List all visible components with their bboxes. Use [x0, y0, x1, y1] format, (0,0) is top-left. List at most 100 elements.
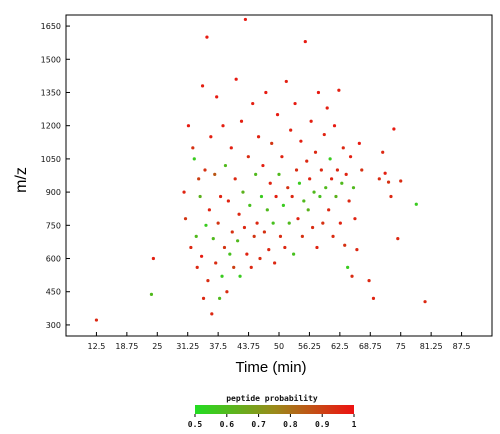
- data-point: [151, 256, 155, 261]
- x-tick-label: 87.5: [453, 342, 471, 351]
- y-tick-label: 1200: [41, 122, 61, 131]
- data-point: [182, 190, 186, 194]
- x-axis-label: Time (min): [235, 359, 306, 376]
- data-point: [316, 90, 321, 95]
- data-point: [249, 265, 253, 269]
- data-point: [223, 163, 228, 168]
- data-point: [386, 180, 391, 184]
- data-point: [347, 199, 351, 203]
- data-point: [262, 230, 266, 234]
- data-point: [264, 90, 268, 95]
- data-point: [205, 35, 209, 39]
- data-point: [261, 163, 265, 168]
- data-point: [305, 159, 309, 163]
- x-tick-label: 31.25: [176, 342, 199, 351]
- data-point: [268, 181, 272, 185]
- data-point: [332, 124, 337, 128]
- data-point: [218, 296, 222, 300]
- data-point: [302, 199, 306, 203]
- data-point: [286, 186, 290, 190]
- data-point: [251, 101, 255, 106]
- y-tick-label: 900: [46, 188, 61, 197]
- data-point: [195, 265, 199, 269]
- data-point: [350, 274, 354, 278]
- data-point: [280, 155, 284, 159]
- x-tick-label: 68.75: [359, 342, 382, 351]
- data-point: [94, 318, 99, 322]
- data-point: [338, 221, 342, 225]
- data-point: [214, 261, 218, 265]
- data-point: [211, 236, 215, 241]
- data-point: [381, 150, 385, 154]
- data-point: [241, 190, 245, 194]
- data-point: [414, 202, 418, 206]
- data-point: [275, 113, 280, 117]
- data-point: [423, 300, 427, 304]
- data-point: [377, 177, 381, 181]
- data-point: [199, 254, 204, 258]
- data-point: [225, 290, 229, 294]
- data-point: [270, 141, 274, 145]
- data-point: [327, 208, 331, 212]
- data-point: [308, 177, 312, 181]
- data-point: [209, 135, 213, 139]
- data-point: [256, 135, 261, 139]
- y-tick-label: 1650: [41, 22, 61, 31]
- data-point: [233, 177, 237, 181]
- x-tick-label: 37.5: [209, 342, 227, 351]
- data-point: [392, 127, 396, 131]
- y-tick-label: 450: [46, 288, 61, 297]
- data-point: [344, 172, 348, 176]
- y-tick-label: 1050: [41, 155, 61, 164]
- data-point: [299, 139, 303, 143]
- data-point: [252, 234, 256, 238]
- colorbar-gradient: [195, 405, 354, 414]
- data-point: [340, 181, 344, 185]
- colorbar-tick-label: 0.6: [220, 420, 235, 429]
- data-point: [389, 194, 393, 199]
- data-point: [367, 279, 371, 283]
- data-point: [229, 146, 233, 150]
- data-point: [303, 39, 307, 44]
- data-point: [213, 172, 217, 176]
- y-tick-label: 1350: [41, 88, 61, 97]
- data-point: [313, 150, 318, 154]
- data-point: [300, 234, 304, 238]
- data-point: [334, 194, 338, 199]
- colorbar-tick-label: 1: [352, 420, 357, 429]
- data-point: [274, 194, 278, 199]
- x-tick-label: 18.75: [115, 342, 138, 351]
- data-point: [191, 146, 195, 150]
- colorbar-tick-label: 0.5: [188, 420, 203, 429]
- data-point: [239, 119, 244, 123]
- data-point: [346, 265, 350, 269]
- data-point: [237, 212, 241, 216]
- data-point: [296, 217, 300, 221]
- data-point: [194, 234, 198, 238]
- data-point: [238, 274, 242, 278]
- data-point: [294, 168, 299, 172]
- colorbar-tick-label: 0.7: [251, 420, 266, 429]
- y-axis-label: m/z: [13, 167, 30, 193]
- data-point: [289, 128, 293, 132]
- data-point: [236, 239, 240, 243]
- data-point: [246, 155, 250, 159]
- data-point: [357, 141, 361, 145]
- data-point: [186, 124, 191, 128]
- data-point: [309, 119, 313, 123]
- data-point: [325, 106, 329, 110]
- data-point: [319, 168, 323, 172]
- data-point: [271, 221, 275, 225]
- data-point: [203, 168, 207, 172]
- data-point: [331, 234, 335, 238]
- x-axis-ticks: 12.5 18.75 25 31.25 37.5 43.75 50 56.25 62.5 68.7…: [88, 332, 471, 351]
- data-point: [353, 217, 357, 221]
- data-point: [306, 208, 310, 212]
- data-point: [321, 221, 325, 225]
- x-tick-label: 75: [396, 342, 406, 351]
- data-point: [371, 296, 376, 300]
- data-point: [192, 157, 196, 161]
- data-point: [290, 194, 294, 199]
- data-point: [328, 157, 332, 161]
